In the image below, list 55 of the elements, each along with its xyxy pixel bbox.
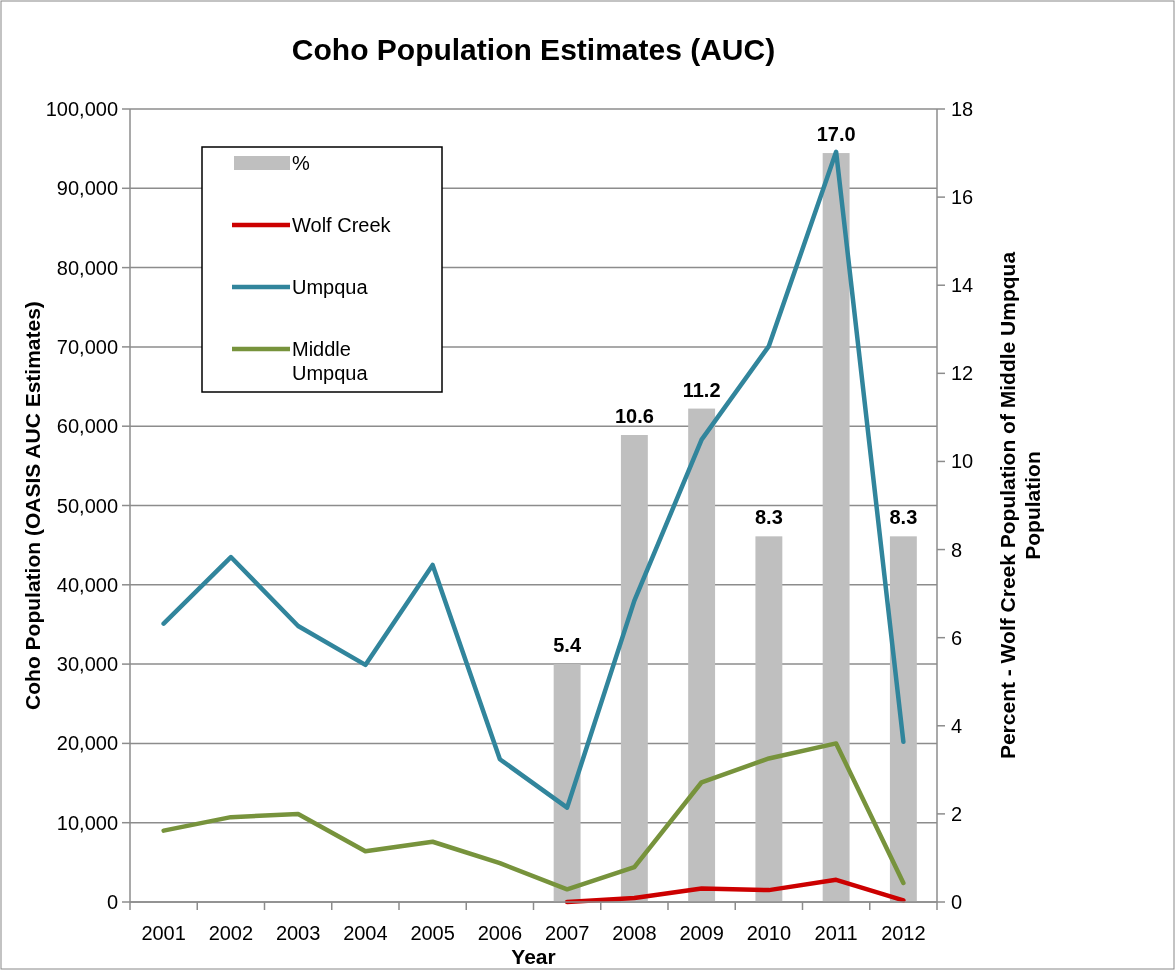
- y-tick-label: 20,000: [56, 732, 118, 755]
- x-tick-label: 2002: [208, 922, 254, 944]
- y2-tick-label: 18: [951, 98, 974, 120]
- line-series: [564, 877, 906, 905]
- x-axis-title: Year: [511, 945, 556, 968]
- x-tick-label: 2003: [275, 922, 321, 944]
- x-tick-label: 2004: [343, 922, 388, 944]
- y2-tick-label: 4: [951, 714, 963, 737]
- legend-label: %: [292, 152, 310, 174]
- x-tick-label: 2011: [814, 922, 858, 944]
- legend-label: Middle Umpqua: [292, 338, 369, 384]
- legend-label: Wolf Creek: [292, 214, 392, 236]
- bar: [620, 435, 648, 902]
- chart-title: Coho Population Estimates (AUC): [291, 33, 776, 66]
- y2-tick-label: 8: [951, 538, 963, 561]
- x-tick-label: 2006: [477, 922, 523, 944]
- x-tick-label: 2005: [410, 922, 455, 944]
- data-label: 17.0: [816, 123, 856, 146]
- bar: [553, 664, 581, 902]
- y-axis-title: Coho Population (OASIS AUC Estimates): [21, 301, 44, 710]
- data-label: 10.6: [614, 405, 654, 428]
- x-tick-label: 2010: [746, 922, 792, 944]
- data-label: 11.2: [682, 378, 721, 401]
- y-tick-label: 100,000: [45, 98, 118, 120]
- y-tick-label: 60,000: [56, 415, 118, 438]
- y-tick-label: 80,000: [56, 256, 118, 279]
- x-tick-label: 2009: [679, 922, 724, 944]
- x-tick-label: 2007: [544, 922, 590, 944]
- x-tick-label: 2008: [612, 922, 657, 944]
- y-tick-label: 40,000: [56, 573, 118, 596]
- y-tick-label: 10,000: [56, 811, 118, 834]
- y2-tick-label: 0: [951, 891, 963, 913]
- data-label: 8.3: [754, 506, 783, 529]
- data-label: 5.4: [553, 634, 582, 657]
- y2-tick-label: 12: [951, 362, 974, 385]
- y-tick-label: 50,000: [56, 494, 118, 517]
- y-tick-label: 0: [106, 891, 118, 913]
- legend-label: Umpqua: [292, 276, 369, 298]
- y2-tick-label: 14: [951, 274, 974, 297]
- line-series: [161, 741, 906, 892]
- bar: [755, 536, 783, 902]
- y2-tick-label: 10: [951, 450, 974, 473]
- y2-tick-label: 16: [951, 186, 974, 209]
- y2-tick-label: 6: [951, 626, 963, 649]
- bar: [889, 536, 917, 902]
- x-tick-label: 2012: [881, 922, 926, 944]
- bar: [822, 153, 850, 902]
- y2-tick-label: 2: [951, 802, 963, 825]
- y2-axis-title: Percent - Wolf Creek Population of Middle Umpqua Population: [996, 251, 1045, 760]
- x-tick-label: 2001: [141, 922, 186, 944]
- y-tick-label: 70,000: [56, 335, 118, 358]
- bar: [688, 408, 716, 902]
- y-tick-label: 90,000: [56, 177, 118, 200]
- y-tick-label: 30,000: [56, 653, 118, 676]
- data-label: 8.3: [889, 506, 918, 529]
